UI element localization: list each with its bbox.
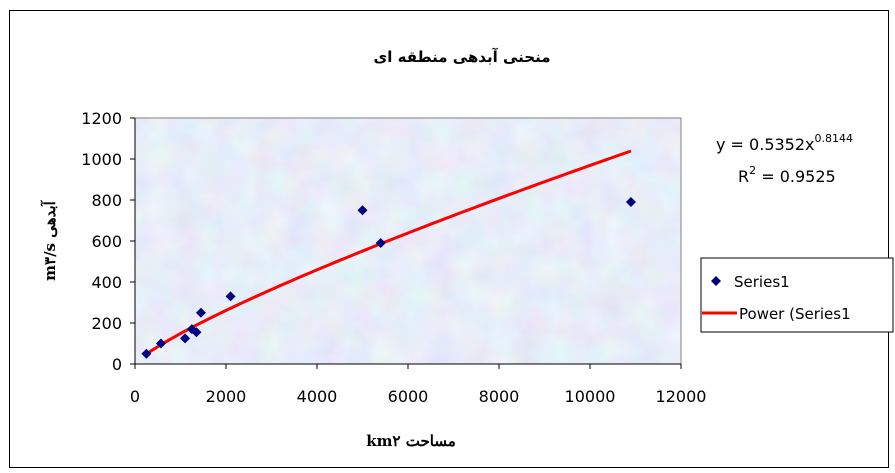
x-tick-label: 6000 [388,387,429,406]
y-tick-label: 0 [112,355,122,374]
x-tick-label: 2000 [206,387,247,406]
data-point [195,307,206,318]
x-tick-label: 12000 [656,387,707,406]
data-point [191,327,202,338]
y-tick-label: 600 [91,232,122,251]
x-tick-label: 8000 [479,387,520,406]
legend: Series1 Power (Series1 [700,257,894,333]
data-point [625,197,636,208]
scatter-points [141,197,636,359]
y-tick-label: 1000 [81,150,122,169]
legend-box [700,257,894,333]
r-squared-power: 2 [749,164,756,177]
y-tick-label: 1200 [81,109,122,128]
data-point [155,338,166,349]
y-tick-label: 800 [91,191,122,210]
data-point [375,238,386,249]
x-tick-label: 4000 [297,387,338,406]
x-tick-label: 10000 [565,387,616,406]
y-tick-label: 400 [91,273,122,292]
data-point [225,291,236,302]
data-point [141,348,152,359]
x-ticks: 0 2000 4000 6000 8000 10000 12000 [130,364,707,406]
plot-texture [135,118,681,364]
x-tick-label: 0 [130,387,140,406]
legend-marker-series1 [711,276,721,286]
legend-label-series1: Series1 [734,273,790,291]
r-squared-value: = 0.9525 [756,167,836,186]
y-tick-label: 200 [91,314,122,333]
data-point [180,333,191,344]
y-ticks: 0 200 400 600 800 1000 1200 [81,109,135,374]
r-squared-label: R [738,167,749,186]
equation-exponent: 0.8144 [815,132,854,145]
r-squared: R2 = 0.9525 [738,164,836,186]
trendline-power [145,149,632,356]
x-axis-title: مساحت km۲ [366,432,456,450]
chart-title: منحنی آبدهی منطقه ای [373,48,550,66]
legend-label-trendline: Power (Series1 [739,305,851,323]
trendline-equation: y = 0.5352x0.8144 [716,132,853,154]
data-point [357,205,368,216]
equation-base: y = 0.5352x [716,135,815,154]
y-axis-title: آبدهی m۳/s [40,199,59,281]
